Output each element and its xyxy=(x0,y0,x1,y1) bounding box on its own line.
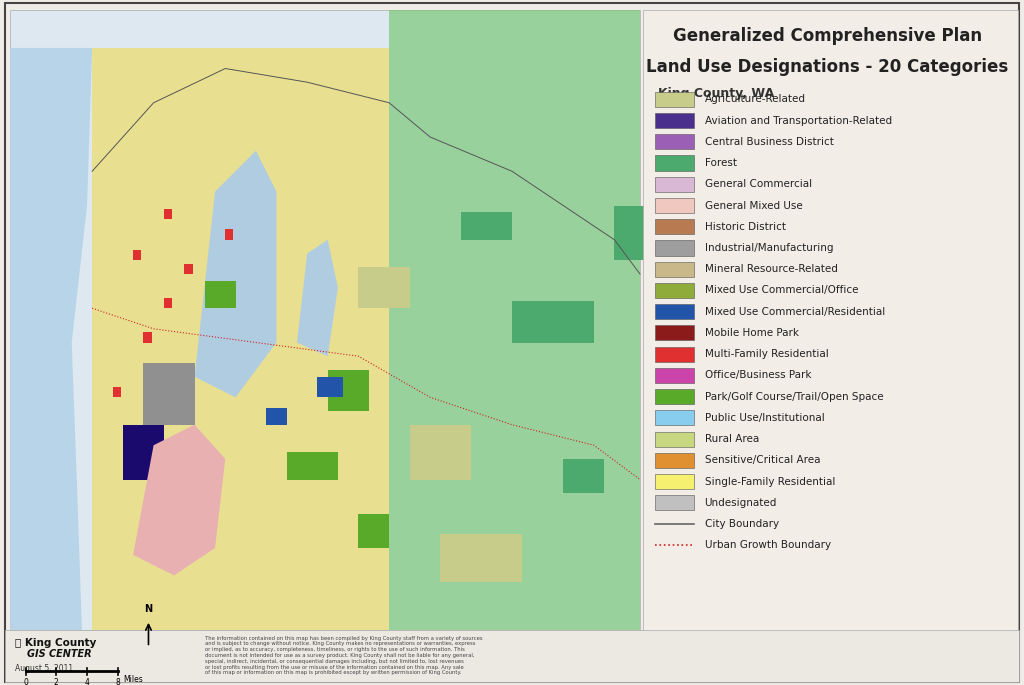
Polygon shape xyxy=(92,48,389,630)
Bar xyxy=(655,219,694,234)
Text: Generalized Comprehensive Plan: Generalized Comprehensive Plan xyxy=(673,27,982,45)
Text: Undesignated: Undesignated xyxy=(705,498,777,508)
Bar xyxy=(143,332,152,342)
Bar xyxy=(184,264,193,274)
Bar xyxy=(123,425,164,479)
Text: 2: 2 xyxy=(54,678,58,685)
Bar xyxy=(655,347,694,362)
Text: Multi-Family Residential: Multi-Family Residential xyxy=(705,349,828,359)
Bar xyxy=(614,206,676,260)
Text: Single-Family Residential: Single-Family Residential xyxy=(705,477,835,486)
Bar xyxy=(164,298,172,308)
Bar xyxy=(358,514,389,548)
Text: Land Use Designations - 20 Categories: Land Use Designations - 20 Categories xyxy=(646,58,1009,76)
Polygon shape xyxy=(195,151,276,397)
Bar xyxy=(655,368,694,383)
Text: Aviation and Transportation-Related: Aviation and Transportation-Related xyxy=(705,116,892,125)
Bar xyxy=(410,425,471,479)
Text: 8: 8 xyxy=(116,678,120,685)
Text: General Mixed Use: General Mixed Use xyxy=(705,201,802,210)
Text: Park/Golf Course/Trail/Open Space: Park/Golf Course/Trail/Open Space xyxy=(705,392,883,401)
Bar xyxy=(655,410,694,425)
Bar xyxy=(440,534,522,582)
Text: The information contained on this map has been compiled by King County staff fro: The information contained on this map ha… xyxy=(205,636,482,675)
Text: GIS CENTER: GIS CENTER xyxy=(27,649,91,660)
Text: Industrial/Manufacturing: Industrial/Manufacturing xyxy=(705,243,833,253)
Bar xyxy=(10,10,640,630)
Bar xyxy=(655,453,694,468)
Bar xyxy=(563,459,604,493)
Bar xyxy=(164,209,172,219)
Text: 0: 0 xyxy=(24,678,28,685)
Bar xyxy=(655,92,694,107)
Bar xyxy=(133,250,141,260)
Bar xyxy=(655,134,694,149)
Text: Historic District: Historic District xyxy=(705,222,785,232)
Bar xyxy=(655,283,694,298)
Text: Mixed Use Commercial/Office: Mixed Use Commercial/Office xyxy=(705,286,858,295)
Text: Mixed Use Commercial/Residential: Mixed Use Commercial/Residential xyxy=(705,307,885,316)
Text: Urban Growth Boundary: Urban Growth Boundary xyxy=(705,540,830,550)
Text: ⬜ King County: ⬜ King County xyxy=(15,638,96,649)
Bar xyxy=(655,389,694,404)
Bar xyxy=(655,262,694,277)
Bar xyxy=(655,177,694,192)
Text: Central Business District: Central Business District xyxy=(705,137,834,147)
Text: King County, WA: King County, WA xyxy=(658,87,775,100)
Bar xyxy=(655,198,694,213)
Bar xyxy=(113,387,121,397)
Bar xyxy=(317,377,343,397)
Bar xyxy=(287,452,338,480)
Bar xyxy=(389,10,640,630)
Text: N: N xyxy=(144,604,153,614)
Text: Sensitive/Critical Area: Sensitive/Critical Area xyxy=(705,456,820,465)
Text: Rural Area: Rural Area xyxy=(705,434,759,444)
Text: August 5, 2011: August 5, 2011 xyxy=(15,664,74,673)
Bar xyxy=(358,267,410,308)
Bar xyxy=(205,281,236,308)
Bar xyxy=(328,370,369,411)
Text: Mobile Home Park: Mobile Home Park xyxy=(705,328,799,338)
Bar xyxy=(655,304,694,319)
Text: Miles: Miles xyxy=(123,675,142,684)
Text: Office/Business Park: Office/Business Park xyxy=(705,371,811,380)
Polygon shape xyxy=(297,240,338,356)
Text: 4: 4 xyxy=(85,678,89,685)
Bar xyxy=(225,229,233,240)
Polygon shape xyxy=(10,48,92,630)
Text: Mineral Resource-Related: Mineral Resource-Related xyxy=(705,264,838,274)
Text: General Commercial: General Commercial xyxy=(705,179,812,189)
Bar xyxy=(512,301,594,342)
Bar xyxy=(655,113,694,128)
Polygon shape xyxy=(143,363,195,425)
Bar xyxy=(655,474,694,489)
Bar xyxy=(655,495,694,510)
Text: Agriculture-Related: Agriculture-Related xyxy=(705,95,806,104)
Bar xyxy=(655,240,694,256)
Polygon shape xyxy=(133,425,225,575)
Text: Public Use/Institutional: Public Use/Institutional xyxy=(705,413,824,423)
Bar xyxy=(655,432,694,447)
Text: City Boundary: City Boundary xyxy=(705,519,778,529)
Bar xyxy=(655,325,694,340)
Bar xyxy=(643,10,1018,644)
Text: Forest: Forest xyxy=(705,158,736,168)
Bar xyxy=(266,408,287,425)
Bar xyxy=(5,630,1019,682)
Bar xyxy=(461,212,512,240)
Bar xyxy=(655,155,694,171)
